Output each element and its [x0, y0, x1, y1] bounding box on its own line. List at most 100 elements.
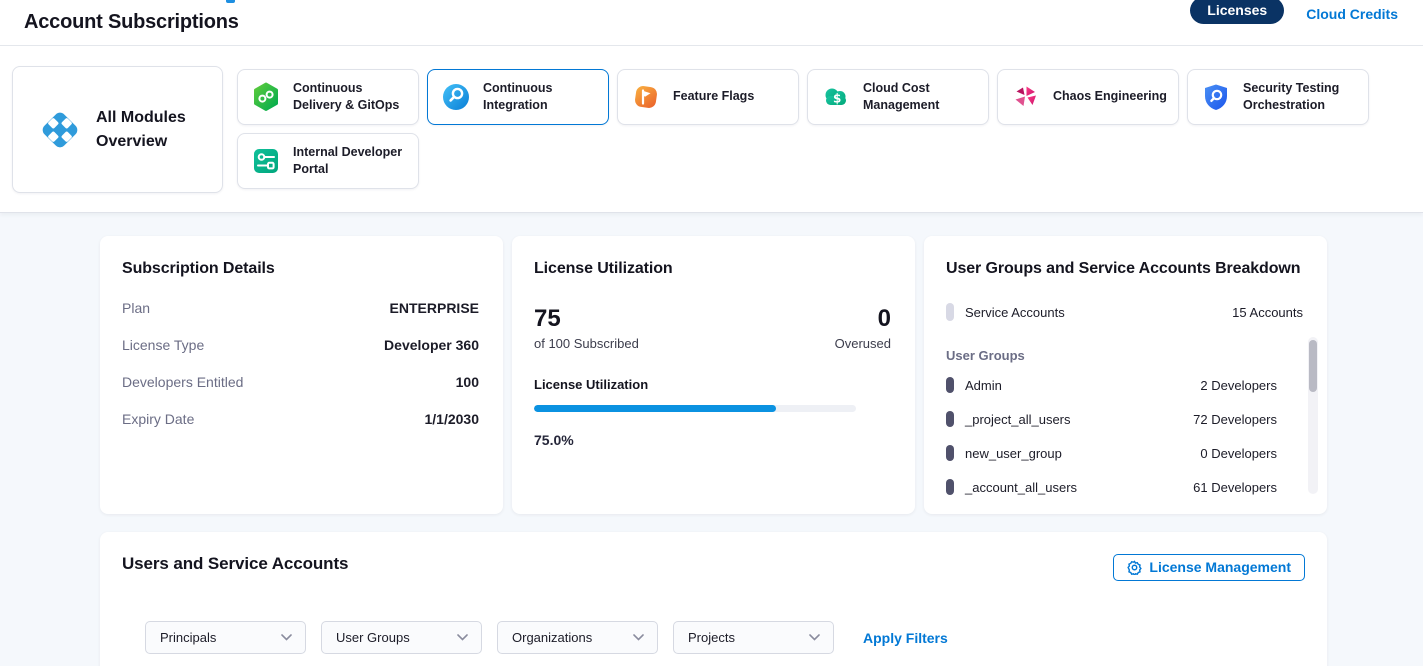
breakdown-scrollbar-thumb[interactable]: [1309, 340, 1317, 392]
cd-gitops-icon: [251, 82, 281, 112]
detail-row-expiry-date: Expiry Date 1/1/2030: [122, 411, 479, 427]
chevron-down-icon: [281, 634, 292, 641]
organizations-filter-dropdown[interactable]: Organizations: [497, 621, 658, 654]
detail-label: Plan: [122, 300, 151, 316]
user-groups-list: Admin 2 Developers _project_all_users 72…: [946, 377, 1303, 495]
license-management-button[interactable]: License Management: [1113, 554, 1305, 581]
detail-label: Developers Entitled: [122, 374, 244, 390]
detail-label: License Type: [122, 337, 205, 353]
utilization-counts: 75 of 100 Subscribed 0 Overused: [534, 305, 891, 352]
principals-filter-dropdown[interactable]: Principals: [145, 621, 306, 654]
service-accounts-value: 15 Accounts: [1232, 304, 1303, 320]
projects-filter-dropdown[interactable]: Projects: [673, 621, 834, 654]
user-group-marker: [946, 377, 954, 393]
user-group-value: 61 Developers: [1193, 479, 1277, 495]
chevron-down-icon: [633, 634, 644, 641]
module-card-internal-developer-portal[interactable]: Internal Developer Portal: [237, 133, 419, 189]
user-group-value: 2 Developers: [1200, 377, 1277, 393]
user-group-row: _project_all_users 72 Developers: [946, 411, 1277, 427]
gear-icon: [1127, 559, 1143, 575]
filter-label: Organizations: [512, 630, 593, 645]
module-card-security-testing[interactable]: Security Testing Orchestration: [1187, 69, 1369, 125]
subscription-details-card: Subscription Details Plan ENTERPRISE Lic…: [100, 236, 503, 514]
service-accounts-label: Service Accounts: [965, 304, 1065, 320]
module-card-cd-gitops[interactable]: Continuous Delivery & GitOps: [237, 69, 419, 125]
used-caption: of 100 Subscribed: [534, 336, 639, 352]
module-card-continuous-integration[interactable]: Continuous Integration: [427, 69, 609, 125]
feature-flags-icon: [631, 82, 661, 112]
licenses-tab[interactable]: Licenses: [1190, 0, 1285, 24]
filters-row: Principals User Groups Organizations Pro…: [145, 621, 1305, 654]
user-group-name: _account_all_users: [965, 479, 1078, 495]
users-section-title: Users and Service Accounts: [122, 554, 349, 573]
utilization-percent: 75.0%: [534, 432, 574, 449]
svg-text:$: $: [833, 92, 841, 106]
user-group-name: _project_all_users: [965, 411, 1071, 427]
user-group-marker: [946, 479, 954, 495]
module-card-feature-flags[interactable]: Feature Flags: [617, 69, 799, 125]
apply-filters-button[interactable]: Apply Filters: [863, 629, 948, 646]
detail-label: Expiry Date: [122, 411, 195, 427]
used-count-block: 75 of 100 Subscribed: [534, 305, 639, 352]
module-label: Security Testing Orchestration: [1243, 80, 1340, 113]
overused-count: 0: [877, 305, 891, 332]
detail-value: 1/1/2030: [424, 411, 480, 427]
chaos-icon: [1011, 82, 1041, 112]
user-group-value: 72 Developers: [1193, 411, 1277, 427]
service-accounts-row: Service Accounts 15 Accounts: [946, 303, 1303, 321]
chevron-down-icon: [809, 634, 820, 641]
breakdown-title: User Groups and Service Accounts Breakdo…: [946, 260, 1301, 277]
detail-row-developers-entitled: Developers Entitled 100: [122, 374, 479, 390]
module-selector-section: All Modules Overview Continuous Delivery…: [0, 46, 1423, 213]
user-groups-heading: User Groups: [946, 348, 1025, 363]
page-title: Account Subscriptions: [24, 11, 239, 33]
page-header: Account Subscriptions Licenses Cloud Cre…: [0, 0, 1423, 46]
module-label: Cloud Cost Management: [863, 80, 940, 113]
cloud-credits-tab[interactable]: Cloud Credits: [1306, 6, 1398, 22]
module-label: Continuous Delivery & GitOps: [293, 80, 400, 113]
used-count: 75: [534, 305, 561, 332]
license-utilization-card: License Utilization 75 of 100 Subscribed…: [512, 236, 915, 514]
user-group-marker: [946, 411, 954, 427]
cloud-cost-icon: $: [821, 82, 851, 112]
module-label: Internal Developer Portal: [293, 144, 403, 177]
user-group-marker: [946, 445, 954, 461]
service-accounts-marker: [946, 303, 954, 321]
user-group-row: _account_all_users 61 Developers: [946, 479, 1277, 495]
all-modules-overview-label: All Modules Overview: [96, 109, 186, 150]
module-card-chaos-engineering[interactable]: Chaos Engineering: [997, 69, 1179, 125]
module-card-cloud-cost-management[interactable]: $ Cloud Cost Management: [807, 69, 989, 125]
clipped-tab-indicator: [226, 0, 235, 3]
breakdown-scrollbar-track[interactable]: [1308, 337, 1318, 494]
overused-count-block: 0 Overused: [834, 305, 891, 352]
all-modules-icon: [37, 107, 83, 153]
utilization-bar-fill: [534, 405, 776, 413]
detail-row-license-type: License Type Developer 360: [122, 337, 479, 353]
detail-value: 100: [455, 374, 479, 390]
utilization-bar-track: [534, 405, 856, 413]
utilization-bar-label: License Utilization: [534, 377, 649, 393]
breakdown-card: User Groups and Service Accounts Breakdo…: [924, 236, 1327, 514]
idp-icon: [251, 146, 281, 176]
filter-label: Principals: [160, 630, 217, 645]
detail-value: ENTERPRISE: [389, 300, 479, 316]
module-cards-grid: Continuous Delivery & GitOps Continuous …: [237, 69, 1377, 189]
module-label: Feature Flags: [673, 89, 755, 104]
summary-cards-row: Subscription Details Plan ENTERPRISE Lic…: [100, 236, 1327, 514]
user-group-value: 0 Developers: [1200, 445, 1277, 461]
overused-caption: Overused: [834, 336, 891, 352]
filter-label: Projects: [688, 630, 735, 645]
all-modules-overview-card[interactable]: All Modules Overview: [12, 66, 223, 193]
filter-label: User Groups: [336, 630, 410, 645]
chevron-down-icon: [457, 634, 468, 641]
user-groups-filter-dropdown[interactable]: User Groups: [321, 621, 482, 654]
users-section-header: Users and Service Accounts License Manag…: [122, 554, 1305, 581]
user-group-name: new_user_group: [965, 445, 1062, 461]
subscription-details-title: Subscription Details: [122, 260, 275, 277]
license-utilization-title: License Utilization: [534, 260, 673, 277]
detail-row-plan: Plan ENTERPRISE: [122, 300, 479, 316]
users-service-accounts-card: Users and Service Accounts License Manag…: [100, 532, 1327, 666]
license-management-label: License Management: [1149, 559, 1291, 575]
user-group-row: new_user_group 0 Developers: [946, 445, 1277, 461]
user-group-name: Admin: [965, 377, 1002, 393]
